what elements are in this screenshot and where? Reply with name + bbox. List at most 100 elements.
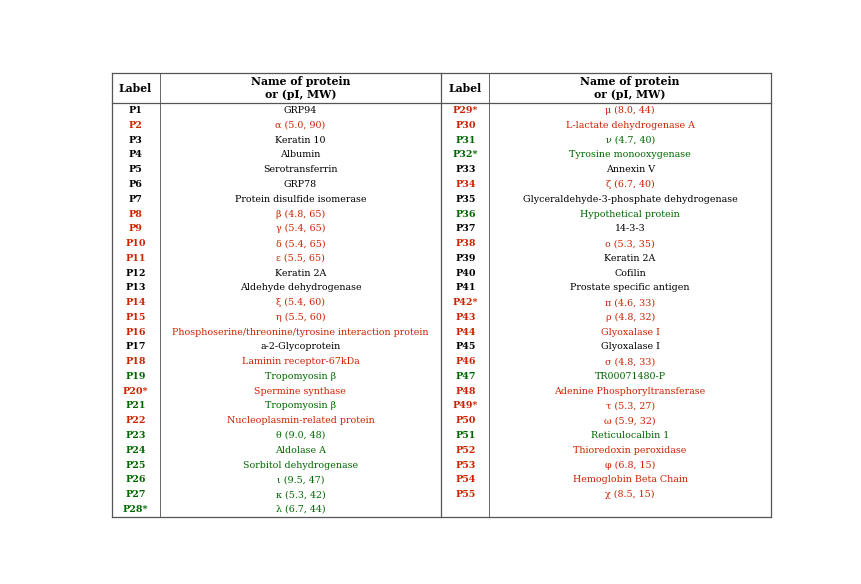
Text: Tropomyosin β: Tropomyosin β — [265, 401, 336, 411]
Text: P9: P9 — [128, 224, 142, 233]
Text: Spermine synthase: Spermine synthase — [255, 387, 346, 396]
Text: a-2-Glycoprotein: a-2-Glycoprotein — [260, 342, 341, 352]
Text: P18: P18 — [125, 357, 146, 366]
Text: δ (5.4, 65): δ (5.4, 65) — [276, 239, 325, 248]
Text: P55: P55 — [455, 490, 475, 499]
Text: P1: P1 — [128, 106, 142, 115]
Text: P17: P17 — [125, 342, 146, 352]
Text: L-lactate dehydrogenase A: L-lactate dehydrogenase A — [566, 121, 695, 130]
Text: P43: P43 — [455, 313, 475, 322]
Text: Name of protein
or (pI, MW): Name of protein or (pI, MW) — [580, 76, 680, 100]
Text: P45: P45 — [455, 342, 475, 352]
Text: P10: P10 — [125, 239, 146, 248]
Text: P5: P5 — [128, 165, 142, 174]
Text: 14-3-3: 14-3-3 — [615, 224, 646, 233]
Text: Annexin V: Annexin V — [605, 165, 654, 174]
Text: P8: P8 — [128, 210, 142, 218]
Text: P34: P34 — [455, 180, 475, 189]
Text: Prostate specific antigen: Prostate specific antigen — [571, 283, 690, 293]
Text: ε (5.5, 65): ε (5.5, 65) — [276, 254, 325, 263]
Text: P50: P50 — [455, 416, 475, 425]
Text: Thioredoxin peroxidase: Thioredoxin peroxidase — [573, 446, 687, 455]
Text: Laminin receptor-67kDa: Laminin receptor-67kDa — [242, 357, 359, 366]
Text: P2: P2 — [128, 121, 142, 130]
Text: o (5.3, 35): o (5.3, 35) — [605, 239, 655, 248]
Text: P48: P48 — [455, 387, 475, 396]
Text: Hypothetical protein: Hypothetical protein — [580, 210, 680, 218]
Text: ω (5.9, 32): ω (5.9, 32) — [604, 416, 656, 425]
Text: P51: P51 — [455, 431, 475, 440]
Text: P26: P26 — [125, 475, 146, 484]
Text: Cofilin: Cofilin — [614, 269, 646, 277]
Text: P33: P33 — [455, 165, 475, 174]
Text: μ (8.0, 44): μ (8.0, 44) — [605, 106, 655, 115]
Text: P20*: P20* — [123, 387, 148, 396]
Text: Reticulocalbin 1: Reticulocalbin 1 — [591, 431, 669, 440]
Text: ν (4.7, 40): ν (4.7, 40) — [605, 135, 655, 145]
Text: λ (6.7, 44): λ (6.7, 44) — [276, 505, 325, 514]
Text: P13: P13 — [125, 283, 146, 293]
Text: P16: P16 — [125, 328, 146, 336]
Text: Phosphoserine/threonine/tyrosine interaction protein: Phosphoserine/threonine/tyrosine interac… — [172, 328, 429, 336]
Text: Aldolase A: Aldolase A — [275, 446, 326, 455]
Text: Label: Label — [449, 83, 482, 94]
Text: P4: P4 — [128, 151, 142, 159]
Text: P37: P37 — [455, 224, 475, 233]
Text: P12: P12 — [125, 269, 146, 277]
Text: P19: P19 — [126, 372, 146, 381]
Text: P29*: P29* — [453, 106, 478, 115]
Text: χ (8.5, 15): χ (8.5, 15) — [605, 490, 655, 499]
Text: P53: P53 — [455, 461, 475, 470]
Text: P11: P11 — [125, 254, 146, 263]
Text: P47: P47 — [455, 372, 475, 381]
Text: Label: Label — [119, 83, 152, 94]
Text: P44: P44 — [455, 328, 475, 336]
Text: Tyrosine monooxygenase: Tyrosine monooxygenase — [569, 151, 691, 159]
Text: Name of protein
or (pI, MW): Name of protein or (pI, MW) — [251, 76, 350, 100]
Text: P23: P23 — [125, 431, 146, 440]
Text: Protein disulfide isomerase: Protein disulfide isomerase — [235, 195, 366, 204]
Text: Glyoxalase I: Glyoxalase I — [601, 342, 660, 352]
Text: P6: P6 — [128, 180, 142, 189]
Text: ρ (4.8, 32): ρ (4.8, 32) — [605, 313, 655, 322]
Text: P35: P35 — [455, 195, 475, 204]
Text: Keratin 2A: Keratin 2A — [275, 269, 326, 277]
Text: ξ (5.4, 60): ξ (5.4, 60) — [276, 298, 325, 307]
Text: Sorbitol dehydrogenase: Sorbitol dehydrogenase — [243, 461, 358, 470]
Text: Serotransferrin: Serotransferrin — [263, 165, 338, 174]
Text: η (5.5, 60): η (5.5, 60) — [276, 313, 325, 322]
Text: GRP94: GRP94 — [284, 106, 317, 115]
Text: P21: P21 — [125, 401, 146, 411]
Text: ζ (6.7, 40): ζ (6.7, 40) — [606, 180, 654, 189]
Text: P40: P40 — [455, 269, 475, 277]
Text: P24: P24 — [125, 446, 146, 455]
Text: Hemoglobin Beta Chain: Hemoglobin Beta Chain — [573, 475, 688, 484]
Text: Aldehyde dehydrogenase: Aldehyde dehydrogenase — [239, 283, 362, 293]
Text: P14: P14 — [125, 298, 146, 307]
Text: GRP78: GRP78 — [284, 180, 317, 189]
Text: P31: P31 — [455, 135, 475, 145]
Text: Glyceraldehyde-3-phosphate dehydrogenase: Glyceraldehyde-3-phosphate dehydrogenase — [523, 195, 738, 204]
Text: β (4.8, 65): β (4.8, 65) — [276, 210, 325, 218]
Text: P36: P36 — [455, 210, 475, 218]
Text: P27: P27 — [125, 490, 146, 499]
Text: P52: P52 — [455, 446, 475, 455]
Text: φ (6.8, 15): φ (6.8, 15) — [605, 460, 655, 470]
Text: P46: P46 — [455, 357, 475, 366]
Text: P39: P39 — [455, 254, 475, 263]
Text: Keratin 2A: Keratin 2A — [604, 254, 656, 263]
Text: P25: P25 — [126, 461, 146, 470]
Text: κ (5.3, 42): κ (5.3, 42) — [276, 490, 325, 499]
Text: α (5.0, 90): α (5.0, 90) — [276, 121, 325, 130]
Text: P3: P3 — [128, 135, 142, 145]
Text: Glyoxalase I: Glyoxalase I — [601, 328, 660, 336]
Text: P41: P41 — [455, 283, 475, 293]
Text: Nucleoplasmin-related protein: Nucleoplasmin-related protein — [226, 416, 375, 425]
Text: P49*: P49* — [453, 401, 478, 411]
Text: θ (9.0, 48): θ (9.0, 48) — [276, 431, 325, 440]
Text: P54: P54 — [455, 475, 475, 484]
Text: P32*: P32* — [453, 151, 478, 159]
Text: P7: P7 — [128, 195, 142, 204]
Text: P42*: P42* — [453, 298, 478, 307]
Text: τ (5.3, 27): τ (5.3, 27) — [605, 401, 654, 411]
